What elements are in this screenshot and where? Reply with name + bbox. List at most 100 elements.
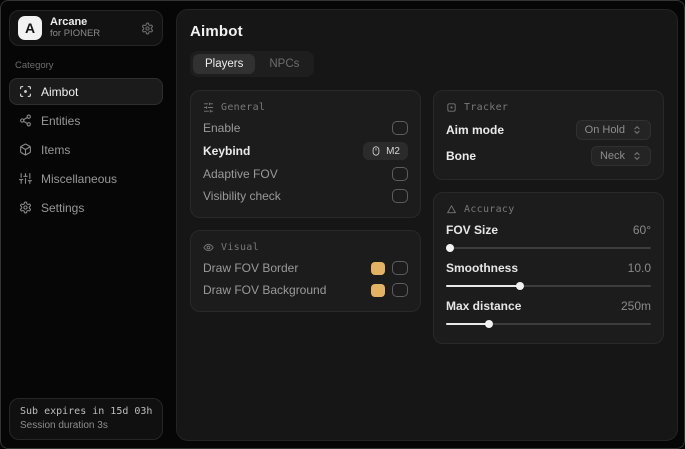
general-card-header: General [203,102,408,113]
main-panel: Aimbot Players NPCs General Enable [176,9,678,441]
sliders-horizontal-icon [203,102,214,113]
accuracy-card-header: Accuracy [446,204,651,215]
page-title: Aimbot [190,23,243,40]
visibility-check-checkbox[interactable] [392,189,408,203]
slider-thumb[interactable] [485,320,494,328]
tab-players[interactable]: Players [193,54,256,74]
enable-row: Enable [203,117,408,139]
enable-label: Enable [203,121,241,135]
enable-checkbox[interactable] [392,121,408,135]
draw-fov-background-controls [371,283,408,297]
app-logo-letter: A [24,20,36,36]
eye-icon [203,242,214,253]
package-icon [19,143,32,156]
entities-icon [19,114,32,127]
gear-icon [19,201,32,214]
slider-fill [446,285,520,287]
sidebar-item-label: Miscellaneous [41,171,118,186]
max-distance-slider[interactable] [446,320,651,328]
tab-bar: Players NPCs [190,51,315,77]
smoothness-slider[interactable] [446,282,651,290]
focus-square-icon [446,102,457,113]
chevrons-up-down-icon [632,151,642,161]
tracker-card-header: Tracker [446,102,651,113]
accuracy-card: Accuracy FOV Size 60° [433,192,664,344]
adaptive-fov-checkbox[interactable] [392,167,408,181]
sliders-icon [19,172,32,185]
accuracy-card-title: Accuracy [464,204,515,215]
aim-mode-row: Aim mode On Hold [446,117,651,143]
category-label: Category [15,60,54,71]
keybind-button[interactable]: M2 [363,142,408,160]
fov-size-group: FOV Size 60° [446,219,651,257]
sidebar-item-miscellaneous[interactable]: Miscellaneous [9,165,163,192]
bone-value: Neck [599,150,625,162]
sidebar-item-label: Items [41,142,71,157]
adaptive-fov-row: Adaptive FOV [203,163,408,185]
sidebar-item-entities[interactable]: Entities [9,107,163,134]
sidebar-item-settings[interactable]: Settings [9,194,163,221]
session-duration-text: Session duration 3s [20,420,108,431]
sidebar-item-aimbot[interactable]: Aimbot [9,78,163,105]
sidebar-item-items[interactable]: Items [9,136,163,163]
draw-fov-background-label: Draw FOV Background [203,283,327,297]
app-subtitle: for PIONER [50,27,101,39]
fov-size-label: FOV Size [446,223,499,237]
sub-expires-text: Sub expires in 15d 03h [20,406,153,417]
app-header-card: A Arcane for PIONER [9,10,163,46]
sidebar-item-label: Aimbot [41,84,79,99]
visual-card: Visual Draw FOV Border Draw FOV Backgrou… [190,230,421,312]
smoothness-label: Smoothness [446,261,519,275]
slider-thumb[interactable] [446,244,455,252]
sidebar-item-label: Settings [41,200,85,215]
slider-fill [446,323,490,325]
fov-size-slider[interactable] [446,244,651,252]
cards-grid: General Enable Keybind M2 [190,90,664,344]
aim-mode-select[interactable]: On Hold [575,120,651,140]
draw-fov-background-checkbox[interactable] [392,283,408,297]
left-column: General Enable Keybind M2 [190,90,421,312]
sidebar: A Arcane for PIONER Category Aimbot [1,1,171,448]
chevrons-up-down-icon [632,125,642,135]
tracker-card: Tracker Aim mode On Hold Bone [433,90,664,180]
max-distance-label: Max distance [446,299,522,313]
bone-row: Bone Neck [446,143,651,169]
fov-border-color-swatch[interactable] [371,261,385,275]
draw-fov-border-row: Draw FOV Border [203,257,408,279]
crosshair-scan-icon [19,85,32,98]
fov-background-color-swatch[interactable] [371,283,385,297]
app-logo: A [18,16,42,40]
tab-npcs[interactable]: NPCs [257,54,311,74]
smoothness-value: 10.0 [627,261,651,275]
gear-icon[interactable] [141,22,154,35]
visibility-check-label: Visibility check [203,189,281,203]
keybind-label: Keybind [203,144,251,158]
bone-label: Bone [446,149,476,163]
sidebar-item-label: Entities [41,113,81,128]
aim-mode-label: Aim mode [446,123,505,137]
bone-select[interactable]: Neck [590,146,651,166]
right-column: Tracker Aim mode On Hold Bone [433,90,664,344]
tracker-card-title: Tracker [464,102,509,113]
triangle-icon [446,204,457,215]
subscription-info-card: Sub expires in 15d 03h Session duration … [9,398,163,440]
general-card-title: General [221,102,266,113]
mouse-icon [371,145,381,157]
fov-size-value: 60° [632,223,651,237]
app-title-block: Arcane for PIONER [50,16,100,40]
slider-thumb[interactable] [515,282,524,290]
max-distance-value: 250m [620,299,651,313]
draw-fov-border-label: Draw FOV Border [203,261,299,275]
max-distance-group: Max distance 250m [446,295,651,333]
visibility-check-row: Visibility check [203,185,408,207]
sidebar-nav: Aimbot Entities Items Miscellaneous [9,78,163,221]
app-name: Arcane [50,16,88,29]
draw-fov-background-row: Draw FOV Background [203,279,408,301]
adaptive-fov-label: Adaptive FOV [203,167,278,181]
visual-card-header: Visual [203,242,408,253]
general-card: General Enable Keybind M2 [190,90,421,218]
draw-fov-border-checkbox[interactable] [392,261,408,275]
visual-card-title: Visual [221,242,259,253]
draw-fov-border-controls [371,261,408,275]
